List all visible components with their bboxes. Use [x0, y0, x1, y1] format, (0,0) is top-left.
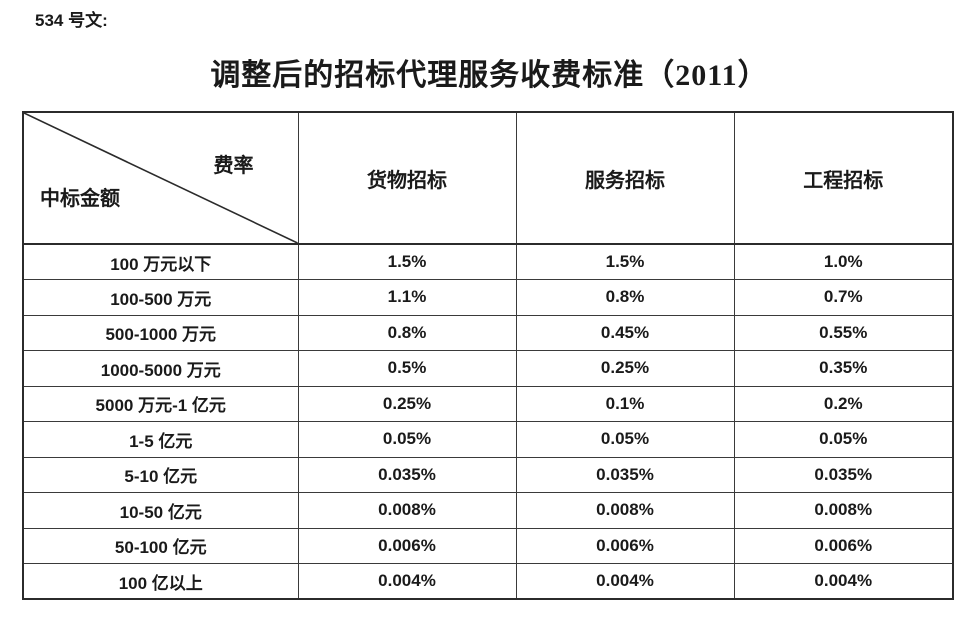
fee-cell: 0.004%	[297, 563, 517, 600]
row-label: 5-10 亿元	[22, 456, 299, 493]
fee-cell: 0.004%	[515, 563, 735, 600]
column-header-service-bidding: 服务招标	[515, 111, 735, 245]
fee-cell: 0.008%	[733, 492, 954, 529]
corner-label-bid-amount: 中标金额	[40, 188, 120, 210]
fee-cell: 0.008%	[515, 492, 735, 529]
corner-header-cell: 费率 中标金额	[22, 111, 299, 245]
row-label: 10-50 亿元	[22, 492, 299, 529]
fee-cell: 0.006%	[515, 527, 735, 564]
fee-cell: 0.8%	[515, 279, 735, 316]
fee-cell: 0.035%	[515, 456, 735, 493]
fee-cell: 0.45%	[515, 314, 735, 351]
page-title: 调整后的招标代理服务收费标准（2011）	[210, 59, 769, 92]
row-label: 500-1000 万元	[22, 314, 299, 351]
column-header-goods-bidding: 货物招标	[297, 111, 517, 245]
table-row: 1-5 亿元 0.05% 0.05% 0.05%	[22, 421, 954, 458]
fee-cell: 0.008%	[297, 492, 517, 529]
diagonal-divider-line	[24, 113, 298, 243]
table-row: 100 亿以上 0.004% 0.004% 0.004%	[22, 563, 954, 600]
header-row: 费率 中标金额 货物招标 服务招标 工程招标	[22, 111, 954, 245]
row-label: 1-5 亿元	[22, 421, 299, 458]
table-row: 1000-5000 万元 0.5% 0.25% 0.35%	[22, 350, 954, 387]
table-row: 100 万元以下 1.5% 1.5% 1.0%	[22, 243, 954, 280]
fee-cell: 0.2%	[733, 385, 954, 422]
row-label: 100-500 万元	[22, 279, 299, 316]
fee-cell: 0.05%	[297, 421, 517, 458]
fee-cell: 1.5%	[297, 243, 517, 280]
table-row: 500-1000 万元 0.8% 0.45% 0.55%	[22, 314, 954, 351]
fee-cell: 0.004%	[733, 563, 954, 600]
row-label: 50-100 亿元	[22, 527, 299, 564]
table-row: 5-10 亿元 0.035% 0.035% 0.035%	[22, 456, 954, 493]
fee-cell: 0.25%	[515, 350, 735, 387]
fee-cell: 0.55%	[733, 314, 954, 351]
fee-cell: 0.035%	[733, 456, 954, 493]
fee-cell: 0.006%	[733, 527, 954, 564]
fee-cell: 0.035%	[297, 456, 517, 493]
corner-label-rate: 费率	[213, 155, 254, 177]
table-row: 10-50 亿元 0.008% 0.008% 0.008%	[22, 492, 954, 529]
fee-cell: 0.25%	[297, 385, 517, 422]
row-label: 100 万元以下	[22, 243, 299, 280]
row-label: 1000-5000 万元	[22, 350, 299, 387]
row-label: 5000 万元-1 亿元	[22, 385, 299, 422]
fee-cell: 0.8%	[297, 314, 517, 351]
doc-number-label: 534 号文:	[35, 11, 108, 30]
column-header-engineering-bidding: 工程招标	[733, 111, 954, 245]
fee-cell: 0.05%	[733, 421, 954, 458]
fee-cell: 1.5%	[515, 243, 735, 280]
table-row: 100-500 万元 1.1% 0.8% 0.7%	[22, 279, 954, 316]
fee-cell: 0.7%	[733, 279, 954, 316]
fee-cell: 0.006%	[297, 527, 517, 564]
fee-cell: 0.1%	[515, 385, 735, 422]
fee-cell: 0.05%	[515, 421, 735, 458]
table-row: 5000 万元-1 亿元 0.25% 0.1% 0.2%	[22, 385, 954, 422]
fee-cell: 0.5%	[297, 350, 517, 387]
table-row: 50-100 亿元 0.006% 0.006% 0.006%	[22, 527, 954, 564]
fee-cell: 0.35%	[733, 350, 954, 387]
row-label: 100 亿以上	[22, 563, 299, 600]
fee-cell: 1.0%	[733, 243, 954, 280]
fee-cell: 1.1%	[297, 279, 517, 316]
fee-table: 费率 中标金额 货物招标 服务招标 工程招标 100 万元以下 1.5% 1.5…	[22, 111, 954, 600]
